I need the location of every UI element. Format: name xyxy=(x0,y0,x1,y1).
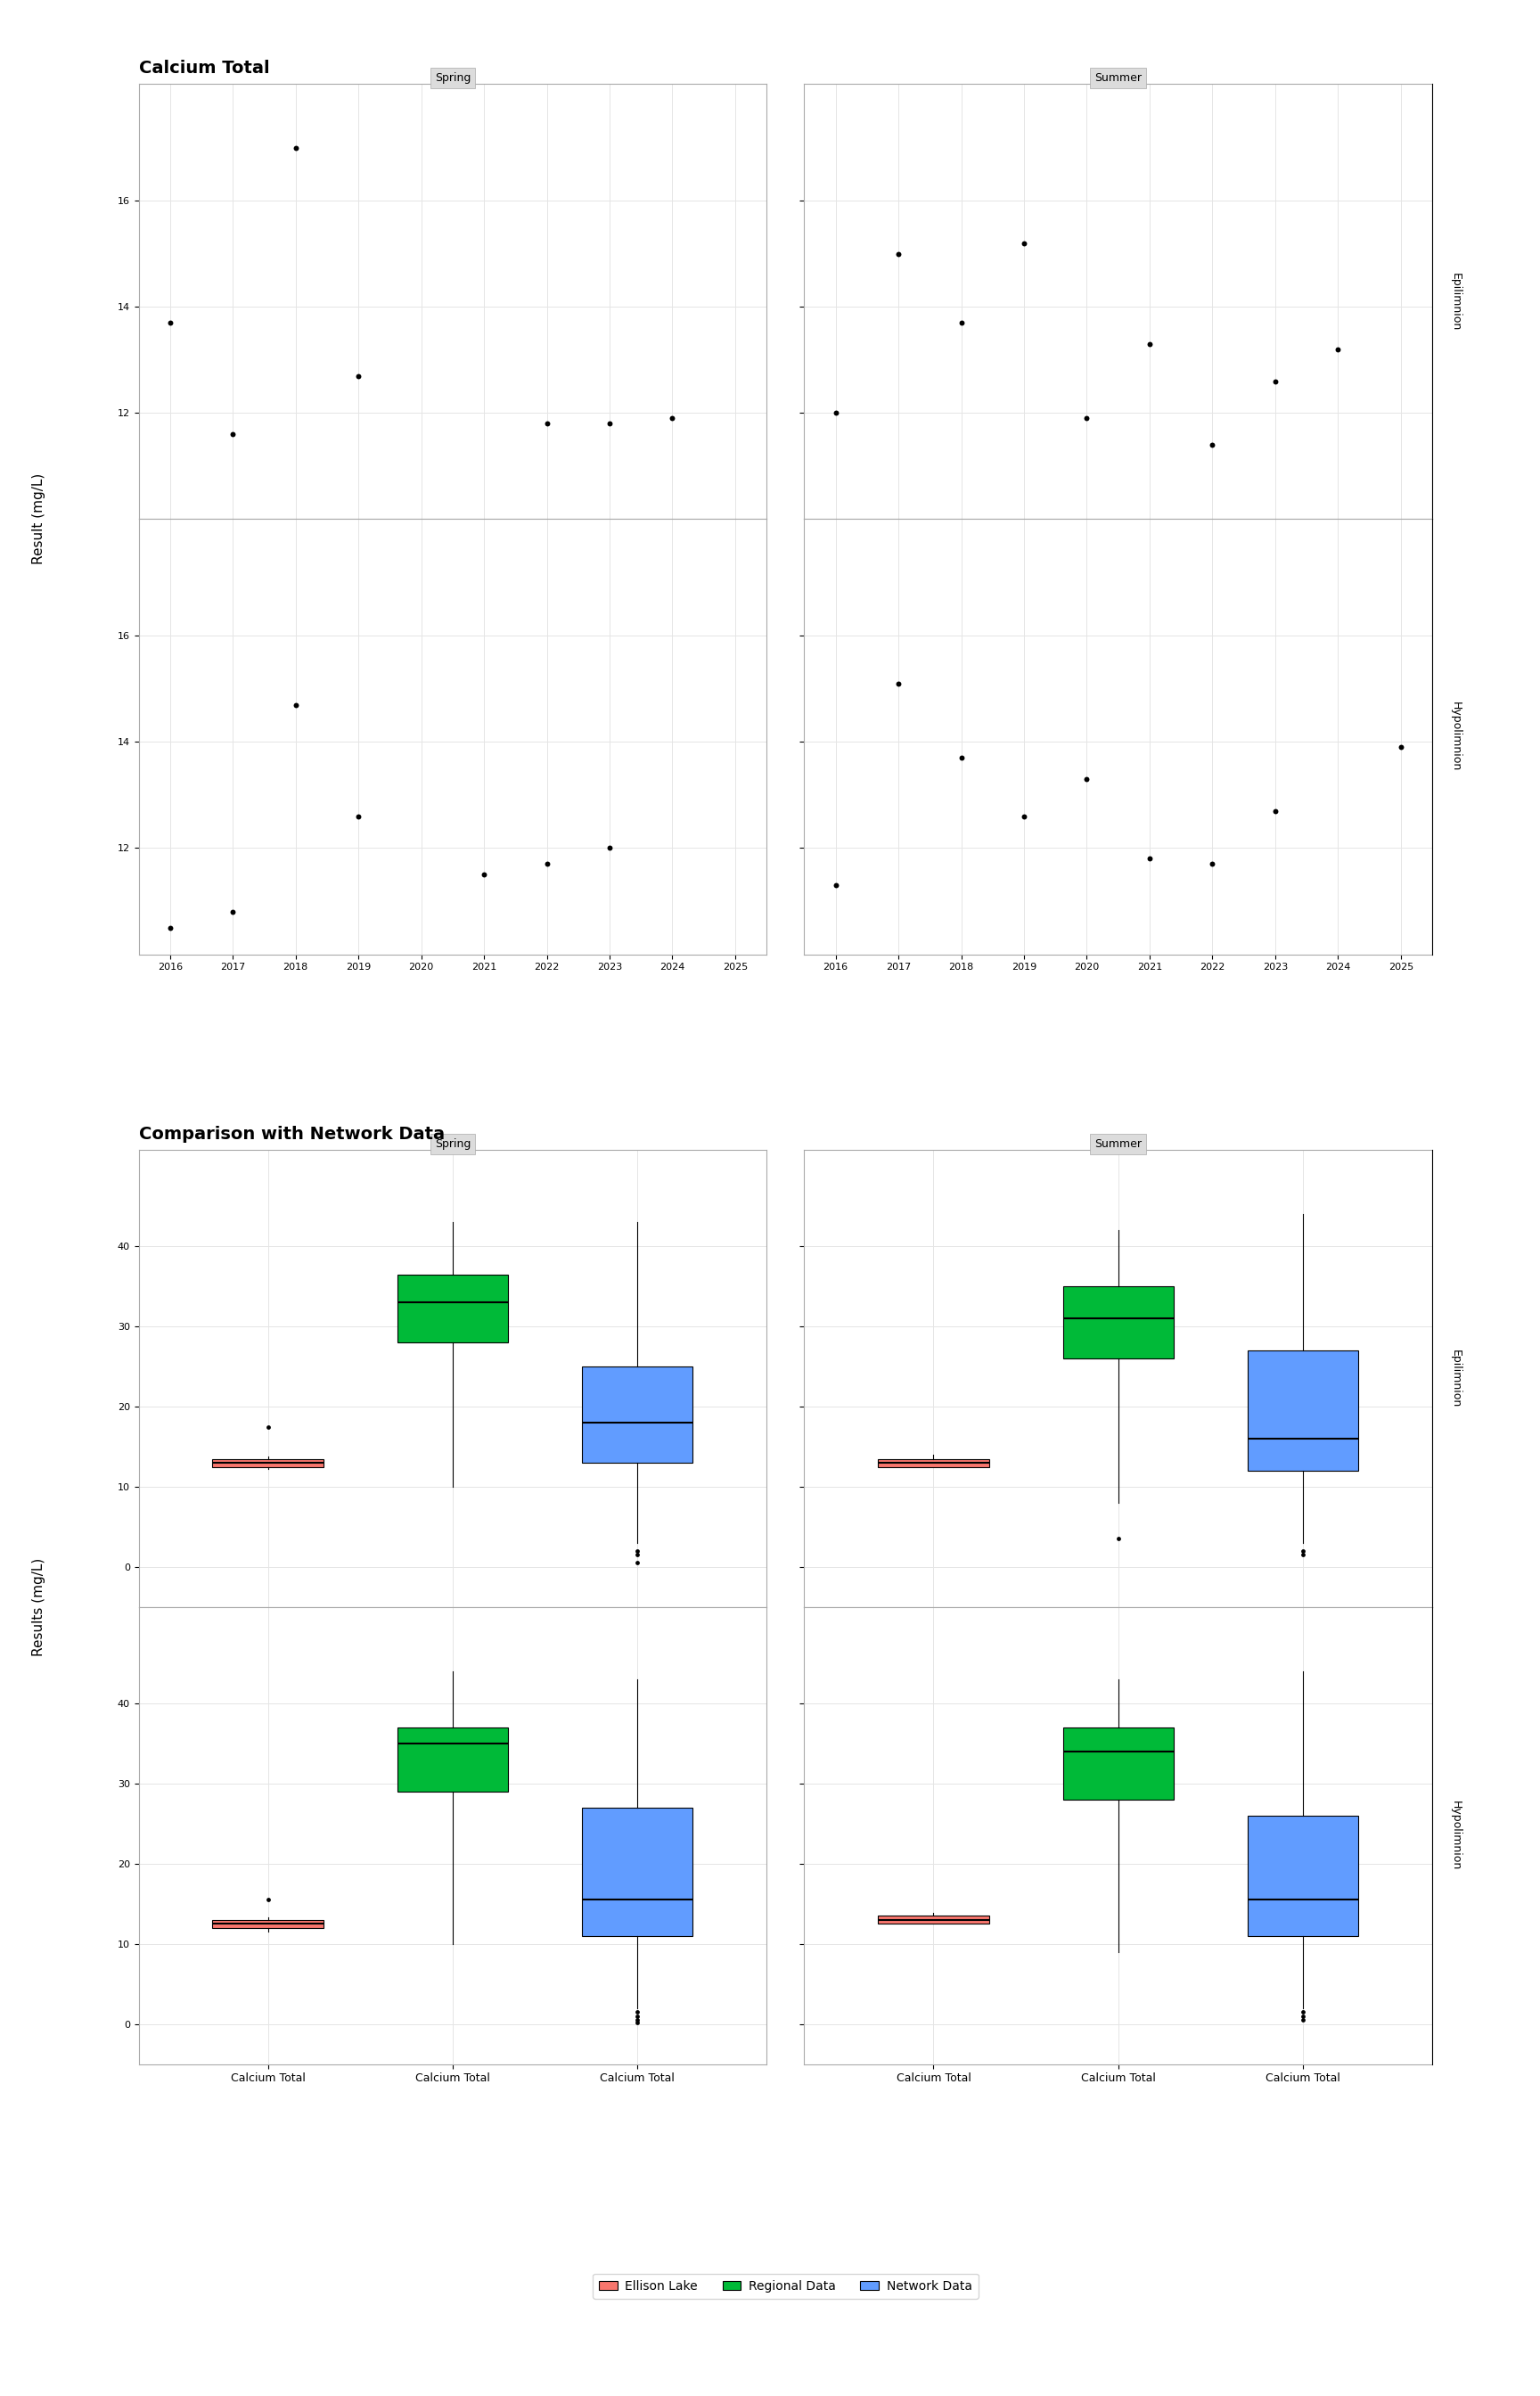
Point xyxy=(949,738,973,776)
Point xyxy=(598,405,622,443)
Bar xyxy=(397,1728,508,1792)
Point xyxy=(949,304,973,343)
Point xyxy=(1291,1531,1315,1569)
Point xyxy=(346,357,371,395)
Point xyxy=(1106,1519,1130,1557)
Y-axis label: Epilimnion: Epilimnion xyxy=(1449,1349,1461,1409)
Point xyxy=(1075,400,1100,438)
Point xyxy=(534,846,559,884)
Point xyxy=(885,235,910,273)
Point xyxy=(661,400,685,438)
Y-axis label: Epilimnion: Epilimnion xyxy=(1449,273,1461,331)
Point xyxy=(598,829,622,867)
Bar xyxy=(878,1459,989,1466)
Point xyxy=(625,1993,650,2032)
Point xyxy=(1200,846,1224,884)
Point xyxy=(824,865,849,903)
Title: Spring: Spring xyxy=(434,72,471,84)
Point xyxy=(1263,362,1287,400)
Point xyxy=(1138,839,1163,877)
Point xyxy=(885,664,910,702)
Point xyxy=(625,1536,650,1574)
Point xyxy=(1389,728,1414,767)
Bar xyxy=(582,1807,693,1936)
Point xyxy=(625,2003,650,2041)
Point xyxy=(534,405,559,443)
Bar xyxy=(1063,1728,1173,1799)
Point xyxy=(157,908,182,946)
Point xyxy=(625,2001,650,2039)
Point xyxy=(346,798,371,836)
Point xyxy=(1263,791,1287,829)
Point xyxy=(1291,1996,1315,2034)
Point xyxy=(1075,760,1100,798)
Y-axis label: Hypolimnion: Hypolimnion xyxy=(1449,1802,1461,1871)
Y-axis label: Hypolimnion: Hypolimnion xyxy=(1449,702,1461,772)
Point xyxy=(1291,1993,1315,2032)
Bar xyxy=(397,1275,508,1342)
Point xyxy=(471,855,496,894)
Bar xyxy=(1063,1287,1173,1359)
Point xyxy=(1326,331,1351,369)
Text: Comparison with Network Data: Comparison with Network Data xyxy=(139,1126,445,1143)
Point xyxy=(824,393,849,431)
Point xyxy=(283,129,308,168)
Bar xyxy=(1247,1816,1358,1936)
Point xyxy=(625,1531,650,1569)
Bar xyxy=(213,1459,323,1466)
Point xyxy=(1012,223,1036,261)
Text: Calcium Total: Calcium Total xyxy=(139,60,270,77)
Text: Result (mg/L): Result (mg/L) xyxy=(32,474,45,565)
Point xyxy=(625,1543,650,1581)
Point xyxy=(283,685,308,724)
Point xyxy=(1200,426,1224,465)
Point xyxy=(1138,326,1163,364)
Point xyxy=(256,1881,280,1919)
Point xyxy=(157,304,182,343)
Point xyxy=(625,1996,650,2034)
Point xyxy=(220,415,245,453)
Text: Results (mg/L): Results (mg/L) xyxy=(32,1557,45,1656)
Point xyxy=(220,894,245,932)
Bar xyxy=(878,1917,989,1924)
Point xyxy=(256,1406,280,1445)
Bar xyxy=(582,1366,693,1464)
Legend: Ellison Lake, Regional Data, Network Data: Ellison Lake, Regional Data, Network Dat… xyxy=(593,2274,978,2298)
Point xyxy=(1291,1536,1315,1574)
Title: Summer: Summer xyxy=(1095,1138,1141,1150)
Point xyxy=(1012,798,1036,836)
Bar xyxy=(1247,1351,1358,1471)
Title: Summer: Summer xyxy=(1095,72,1141,84)
Bar xyxy=(213,1919,323,1929)
Title: Spring: Spring xyxy=(434,1138,471,1150)
Point xyxy=(1291,2001,1315,2039)
